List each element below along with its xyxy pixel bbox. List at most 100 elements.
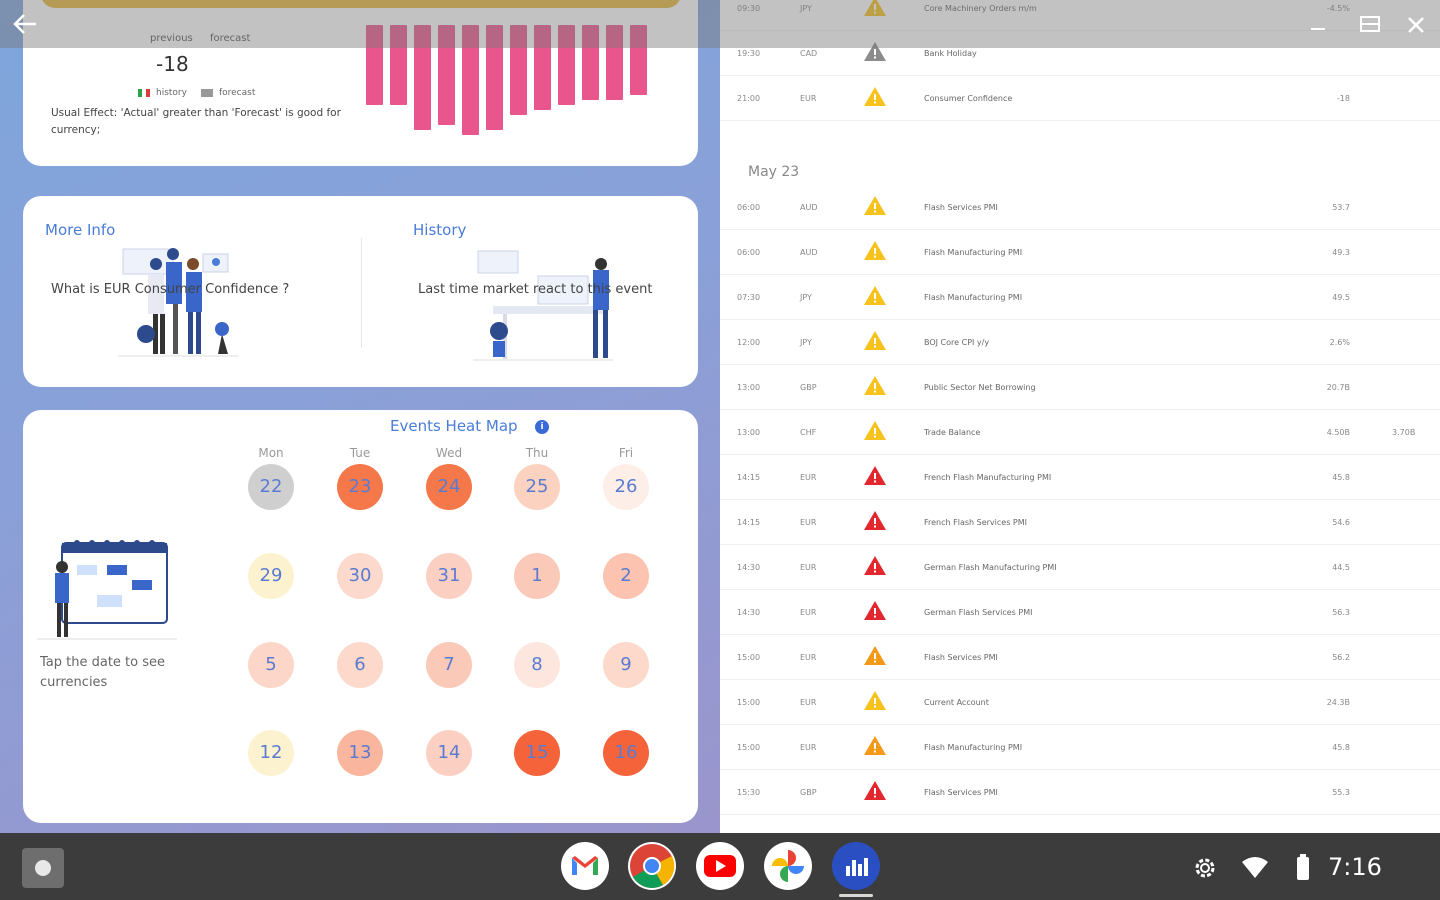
impact-warning-icon xyxy=(863,734,887,758)
chrome-icon[interactable] xyxy=(628,842,676,890)
heatmap-day[interactable]: 22 xyxy=(248,464,294,510)
event-time: 15:00 xyxy=(737,698,761,707)
event-row[interactable]: 07:30 JPY Flash Manufacturing PMI 49.5 xyxy=(720,275,1440,320)
chart-card: previous forecast -18 history forecast U… xyxy=(23,0,698,166)
tap-hint-text: Tap the date to see currencies xyxy=(40,655,166,690)
heatmap-day[interactable]: 16 xyxy=(603,730,649,776)
event-row[interactable]: 14:30 EUR German Flash Manufacturing PMI 44… xyxy=(720,545,1440,590)
heatmap-day[interactable]: 15 xyxy=(514,730,560,776)
event-currency: CHF xyxy=(800,428,817,437)
history-section[interactable]: History Last time market react to this e… xyxy=(368,196,688,387)
day-of-week-label: Fri xyxy=(618,446,634,460)
event-currency: GBP xyxy=(800,383,817,392)
history-text: Last time market react to this event xyxy=(418,282,653,297)
event-time: 06:00 xyxy=(737,248,761,257)
impact-warning-icon xyxy=(863,85,887,109)
event-currency: JPY xyxy=(800,4,812,13)
event-row[interactable]: 09:30 JPY Core Machinery Orders m/m -4.5% xyxy=(720,0,1440,31)
youtube-icon[interactable] xyxy=(696,842,744,890)
heatmap-day[interactable]: 13 xyxy=(337,730,383,776)
wifi-icon[interactable] xyxy=(1240,856,1270,880)
event-name: Trade Balance xyxy=(924,428,981,437)
event-value: 45.8 xyxy=(1332,473,1350,482)
heatmap-day[interactable]: 24 xyxy=(426,464,472,510)
event-row[interactable]: 15:00 EUR Flash Manufacturing PMI 45.8 xyxy=(720,725,1440,770)
usual-effect-text: Usual Effect: 'Actual' greater than 'For… xyxy=(51,107,341,136)
event-row[interactable]: 14:15 EUR French Flash Manufacturing PMI 45… xyxy=(720,455,1440,500)
event-value: 49.5 xyxy=(1332,293,1350,302)
launcher-button[interactable] xyxy=(22,848,64,888)
heatmap-day[interactable]: 5 xyxy=(248,642,294,688)
heatmap-day[interactable]: 7 xyxy=(426,642,472,688)
history-bar xyxy=(534,25,551,110)
events-list-pane: 09:30 JPY Core Machinery Orders m/m -4.5% 19… xyxy=(720,0,1440,833)
event-row[interactable]: 14:30 EUR German Flash Services PMI 56.3 xyxy=(720,590,1440,635)
heatmap-title: Events Heat Map xyxy=(390,417,518,435)
heatmap-day[interactable]: 14 xyxy=(426,730,472,776)
event-time: 12:00 xyxy=(737,338,761,347)
event-row[interactable]: 14:15 EUR French Flash Services PMI 54.6 xyxy=(720,500,1440,545)
more-info-section[interactable]: More Info What is xyxy=(23,196,343,387)
forex-app-icon[interactable] xyxy=(832,842,880,890)
forecast-label: forecast xyxy=(210,33,251,44)
event-time: 06:00 xyxy=(737,203,761,212)
battery-icon[interactable] xyxy=(1295,853,1311,881)
event-row[interactable]: 12:00 JPY BOJ Core CPI y/y 2.6% xyxy=(720,320,1440,365)
gmail-icon[interactable] xyxy=(561,842,609,890)
event-time: 21:00 xyxy=(737,94,761,103)
heatmap-day[interactable]: 25 xyxy=(514,464,560,510)
impact-warning-icon xyxy=(863,779,887,803)
info-icon[interactable]: i xyxy=(535,420,549,434)
event-value: 45.8 xyxy=(1332,743,1350,752)
heatmap-day[interactable]: 8 xyxy=(514,642,560,688)
heatmap-day[interactable]: 26 xyxy=(603,464,649,510)
event-row[interactable]: 21:00 EUR Consumer Confidence -18 xyxy=(720,76,1440,121)
event-row[interactable]: 13:00 GBP Public Sector Net Borrowing 20.7B xyxy=(720,365,1440,410)
impact-warning-icon xyxy=(863,239,887,263)
heatmap-day[interactable]: 1 xyxy=(514,553,560,599)
event-row[interactable]: 06:00 AUD Flash Services PMI 53.7 xyxy=(720,185,1440,230)
clock[interactable]: 7:16 xyxy=(1328,853,1382,881)
history-bar xyxy=(510,25,527,115)
event-currency: EUR xyxy=(800,698,817,707)
event-time: 15:00 xyxy=(737,653,761,662)
day-of-week-label: Thu xyxy=(525,446,549,460)
event-row[interactable]: 15:00 EUR Current Account 24.3B xyxy=(720,680,1440,725)
event-time: 14:30 xyxy=(737,608,761,617)
active-app-indicator xyxy=(839,894,873,897)
heatmap-day[interactable]: 30 xyxy=(337,553,383,599)
heatmap-day[interactable]: 6 xyxy=(337,642,383,688)
photos-icon[interactable] xyxy=(764,842,812,890)
back-arrow-icon[interactable] xyxy=(12,12,38,36)
event-name: Flash Manufacturing PMI xyxy=(924,743,1023,752)
event-currency: EUR xyxy=(800,94,817,103)
event-row[interactable]: 19:30 CAD Bank Holiday xyxy=(720,31,1440,76)
day-of-week-label: Tue xyxy=(349,446,371,460)
minimize-icon[interactable] xyxy=(1308,16,1328,36)
event-row[interactable]: 06:00 AUD Flash Manufacturing PMI 49.3 xyxy=(720,230,1440,275)
event-row[interactable]: 15:00 EUR Flash Services PMI 56.2 xyxy=(720,635,1440,680)
heatmap-day[interactable]: 29 xyxy=(248,553,294,599)
event-currency: JPY xyxy=(800,338,812,347)
restore-window-icon[interactable] xyxy=(1358,13,1382,35)
event-currency: EUR xyxy=(800,653,817,662)
event-name: Consumer Confidence xyxy=(924,94,1013,103)
window-caption-bar xyxy=(0,0,1440,48)
heatmap-day[interactable]: 2 xyxy=(603,553,649,599)
close-icon[interactable] xyxy=(1404,13,1428,37)
event-value-2: 3.70B xyxy=(1392,428,1416,437)
heatmap-day[interactable]: 9 xyxy=(603,642,649,688)
settings-gear-icon[interactable] xyxy=(1192,855,1218,881)
history-bar xyxy=(462,25,479,135)
heatmap-day[interactable]: 23 xyxy=(337,464,383,510)
heatmap-card: Events Heat Map i Mon Tue Wed Thu Fri 22 23 24… xyxy=(23,410,698,823)
event-time: 14:30 xyxy=(737,563,761,572)
heatmap-day[interactable]: 12 xyxy=(248,730,294,776)
impact-warning-icon xyxy=(863,554,887,578)
event-row[interactable]: 13:00 CHF Trade Balance 4.50B 3.70B xyxy=(720,410,1440,455)
shelf: 7:16 xyxy=(0,833,1440,900)
heatmap-day[interactable]: 31 xyxy=(426,553,472,599)
impact-warning-icon xyxy=(863,284,887,308)
event-row[interactable]: 15:30 GBP Flash Services PMI 55.3 xyxy=(720,770,1440,815)
chart-legend: history forecast xyxy=(138,88,255,98)
